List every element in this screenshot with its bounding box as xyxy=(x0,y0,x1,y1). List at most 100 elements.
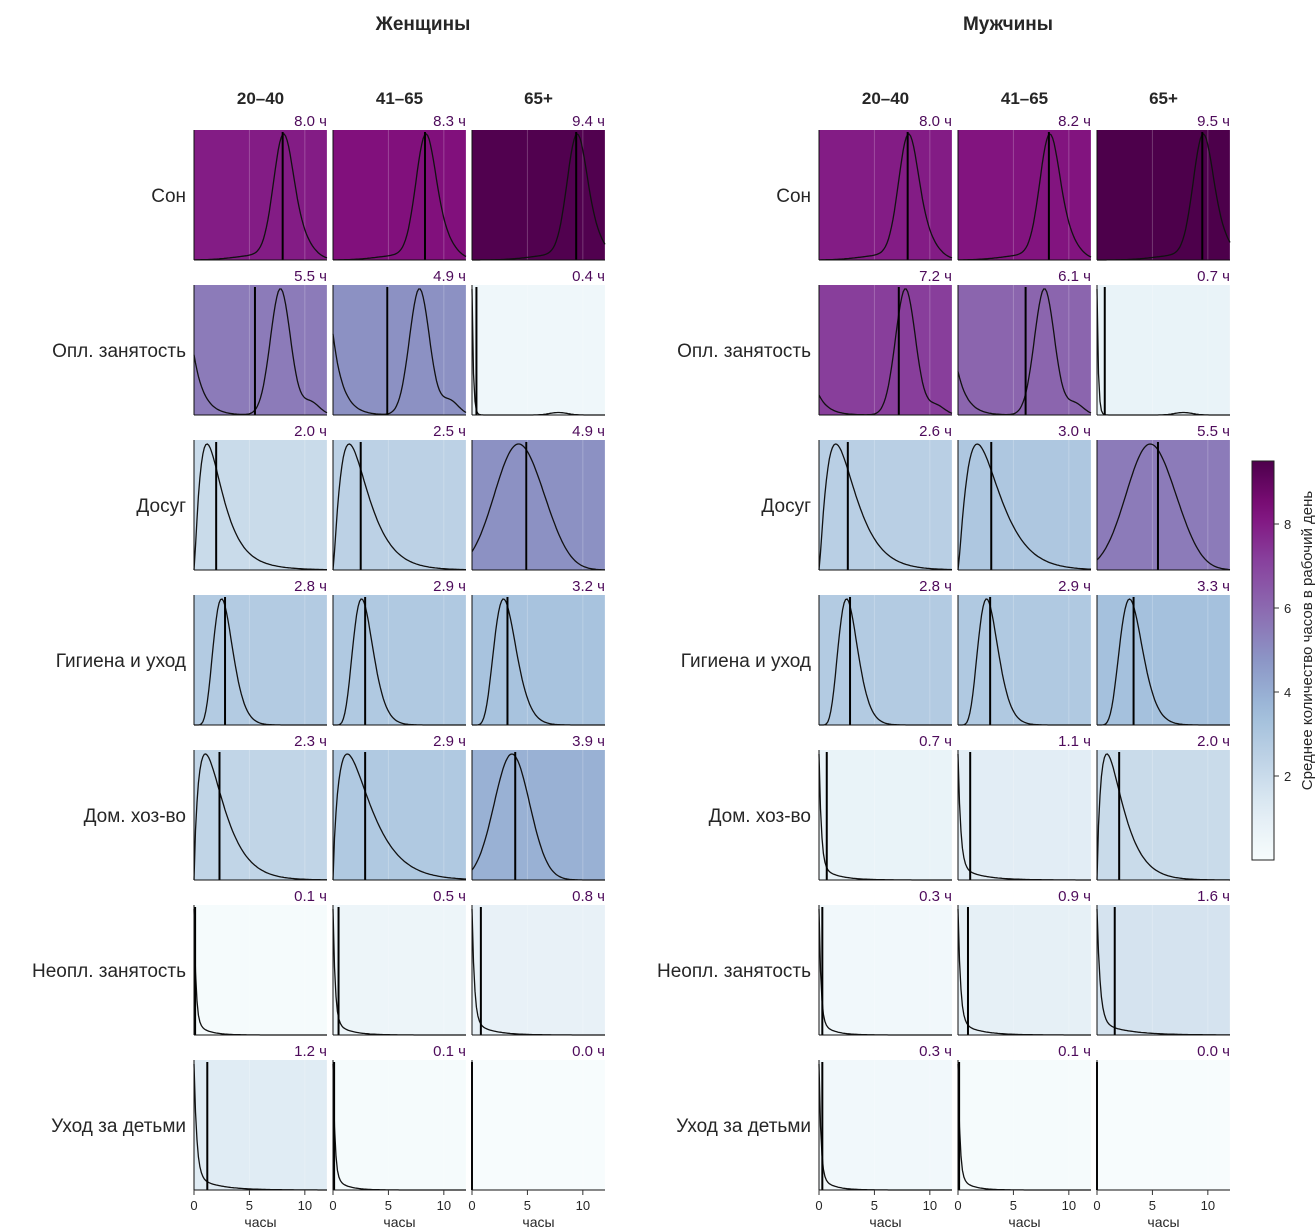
group-men: Мужчины 20–40 41–65 65+ Сон 8.0 ч 8.2 ч 9.5 ч Оп… xyxy=(657,14,1231,1230)
activity-label: Опл. занятость xyxy=(52,341,186,362)
mean-value-label: 0.4 ч xyxy=(572,268,605,285)
panel: 2.0 ч xyxy=(193,423,328,571)
mean-value-label: 3.3 ч xyxy=(1197,578,1230,595)
panel: 2.9 ч xyxy=(332,733,467,881)
panel-background xyxy=(194,750,327,880)
panel: 0.1 ч xyxy=(193,888,328,1036)
group-title: Мужчины xyxy=(963,14,1053,35)
mean-value-label: 6.1 ч xyxy=(1058,268,1091,285)
panel: 4.9 ч xyxy=(471,423,606,571)
panel-background xyxy=(194,285,327,415)
panel: 2.0 ч xyxy=(1096,733,1231,881)
colorbar-tick-label: 8 xyxy=(1284,517,1291,532)
panel-background xyxy=(958,285,1091,415)
panel: 6.1 ч xyxy=(957,268,1092,416)
x-tick-label: 0 xyxy=(1093,1198,1100,1213)
colorbar-bar xyxy=(1251,460,1275,861)
x-tick-label: 0 xyxy=(815,1198,822,1213)
mean-value-label: 4.9 ч xyxy=(572,423,605,440)
colorbar: 2 4 6 8 Среднее количество часов в рабочий д… xyxy=(1251,460,1316,861)
panel: 0.1 ч 0 5 10 часы xyxy=(954,1043,1092,1230)
panel: 2.5 ч xyxy=(332,423,467,571)
panel-background xyxy=(819,905,952,1035)
mean-value-label: 0.7 ч xyxy=(919,733,952,750)
panel: 0.4 ч xyxy=(471,268,606,416)
activity-label: Досуг xyxy=(761,496,811,517)
mean-value-label: 0.0 ч xyxy=(1197,1043,1230,1060)
x-tick-label: 10 xyxy=(1062,1198,1076,1213)
panel-background xyxy=(472,595,605,725)
colorbar-tick-label: 6 xyxy=(1284,601,1291,616)
panel-background xyxy=(472,285,605,415)
panel-background xyxy=(472,130,605,260)
mean-value-label: 0.1 ч xyxy=(1058,1043,1091,1060)
panel: 2.9 ч xyxy=(957,578,1092,726)
mean-value-label: 0.8 ч xyxy=(572,888,605,905)
mean-value-label: 0.3 ч xyxy=(919,888,952,905)
mean-value-label: 2.6 ч xyxy=(919,423,952,440)
panel: 3.0 ч xyxy=(957,423,1092,571)
x-axis-label: часы xyxy=(522,1214,554,1230)
activity-label: Сон xyxy=(776,186,811,207)
panel-background xyxy=(194,1060,327,1190)
activity-label: Гигиена и уход xyxy=(681,651,811,672)
mean-value-label: 5.5 ч xyxy=(294,268,327,285)
panel: 5.5 ч xyxy=(1096,423,1231,571)
panel: 4.9 ч xyxy=(332,268,467,416)
colorbar-tick-label: 4 xyxy=(1284,685,1291,700)
panel: 2.3 ч xyxy=(193,733,328,881)
density-curve xyxy=(332,443,466,571)
panel-background xyxy=(194,905,327,1035)
panel-background xyxy=(819,1060,952,1190)
panel-background xyxy=(958,750,1091,880)
density-curve xyxy=(193,753,327,881)
panel-background xyxy=(958,130,1091,260)
panel: 2.6 ч xyxy=(818,423,953,571)
x-tick-label: 10 xyxy=(437,1198,451,1213)
x-tick-label: 10 xyxy=(576,1198,590,1213)
panel-background xyxy=(472,750,605,880)
density-curve xyxy=(957,443,1092,571)
density-curve xyxy=(332,288,467,415)
panel: 9.5 ч xyxy=(1096,113,1231,261)
x-tick-label: 10 xyxy=(1201,1198,1215,1213)
activity-label: Неопл. занятость xyxy=(657,961,811,982)
panel-background xyxy=(819,750,952,880)
panel-background xyxy=(1097,595,1230,725)
activity-label: Опл. занятость xyxy=(677,341,811,362)
mean-value-label: 2.9 ч xyxy=(1058,578,1091,595)
mean-value-label: 2.9 ч xyxy=(433,578,466,595)
activity-label: Досуг xyxy=(136,496,186,517)
panel: 0.0 ч 0 5 10 часы xyxy=(468,1043,606,1230)
mean-value-label: 2.5 ч xyxy=(433,423,466,440)
mean-value-label: 0.3 ч xyxy=(919,1043,952,1060)
mean-value-label: 8.0 ч xyxy=(294,113,327,130)
mean-value-label: 9.5 ч xyxy=(1197,113,1230,130)
x-axis-label: часы xyxy=(383,1214,415,1230)
panel-background xyxy=(819,595,952,725)
panel-background xyxy=(958,1060,1091,1190)
panel-background xyxy=(333,130,466,260)
mean-value-label: 8.0 ч xyxy=(919,113,952,130)
panel: 0.7 ч xyxy=(818,733,953,881)
mean-value-label: 8.2 ч xyxy=(1058,113,1091,130)
activity-label: Неопл. занятость xyxy=(32,961,186,982)
panel: 8.0 ч xyxy=(193,113,328,261)
panel-background xyxy=(958,905,1091,1035)
mean-value-label: 8.3 ч xyxy=(433,113,466,130)
density-curve xyxy=(194,133,328,261)
x-tick-label: 10 xyxy=(923,1198,937,1213)
panel-background xyxy=(472,1060,605,1190)
mean-value-label: 1.2 ч xyxy=(294,1043,327,1060)
x-tick-label: 0 xyxy=(954,1198,961,1213)
panel-background xyxy=(819,440,952,570)
group-title: Женщины xyxy=(375,14,471,35)
panel: 0.3 ч 0 5 10 часы xyxy=(815,1043,953,1230)
mean-value-label: 2.0 ч xyxy=(294,423,327,440)
group-women: Женщины 20–40 41–65 65+ Сон 8.0 ч 8.3 ч 9.4 ч Оп… xyxy=(32,14,606,1230)
mean-value-label: 3.9 ч xyxy=(572,733,605,750)
panel: 0.9 ч xyxy=(957,888,1092,1036)
panel-background xyxy=(333,285,466,415)
panel: 2.8 ч xyxy=(193,578,328,726)
